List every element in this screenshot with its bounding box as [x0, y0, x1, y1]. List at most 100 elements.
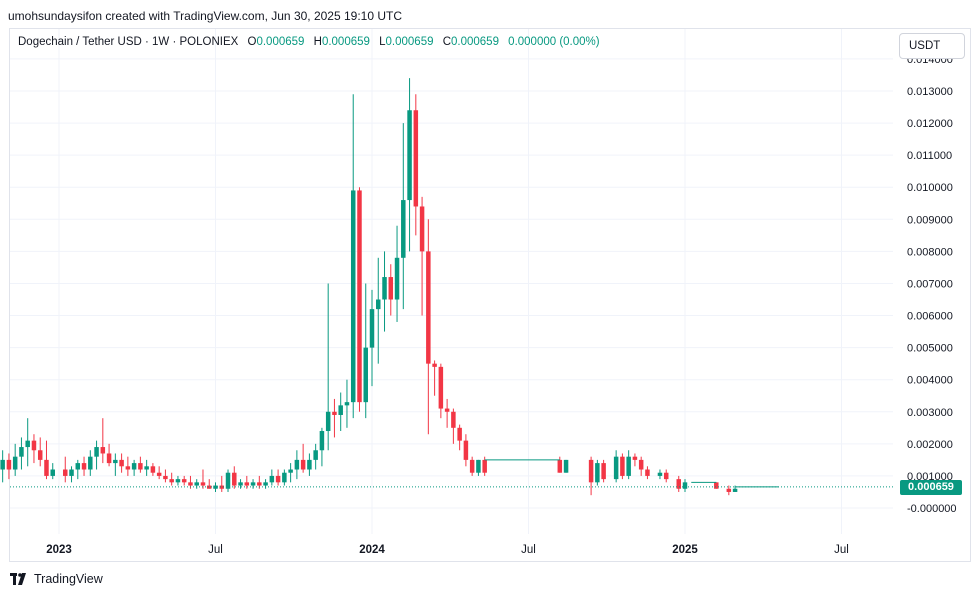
candle-body [363, 347, 368, 403]
candle-body [463, 440, 469, 460]
candle-body [657, 472, 663, 476]
candle-body [388, 277, 394, 300]
candle-body [19, 447, 24, 457]
candle-body [125, 466, 131, 470]
candle-body [332, 411, 337, 415]
candle-body [81, 463, 87, 470]
candle-body [313, 450, 318, 460]
candle-body [601, 463, 606, 480]
candle-body [476, 459, 481, 473]
candle-body [150, 466, 156, 473]
candle-body [206, 485, 212, 489]
y-tick-label: 0.011000 [907, 150, 952, 162]
brand-footer: TradingView [10, 572, 103, 586]
candle-body [250, 482, 256, 486]
y-tick-label: 0.005000 [907, 343, 953, 355]
y-tick-label: 0.006000 [907, 311, 953, 323]
candle-body [563, 459, 569, 473]
candle-body [632, 456, 638, 460]
candle-body [426, 251, 431, 364]
candle-body [376, 299, 381, 310]
candle-body [294, 459, 300, 470]
candle-body [382, 277, 387, 300]
candle-body [557, 459, 563, 473]
candle-body [238, 482, 243, 486]
candle-body [613, 456, 619, 480]
y-axis-labels: -0.000000 0.001000 0.002000 0.003000 0.00400… [907, 54, 957, 515]
candle-body [325, 411, 331, 432]
y-tick-label: 0.001000 [907, 471, 953, 483]
candle-body [369, 309, 375, 348]
close-label: C [442, 36, 451, 48]
candle-body [588, 459, 594, 483]
candle-body [194, 482, 199, 486]
candle-body [257, 482, 262, 486]
y-tick-label: 0.010000 [907, 182, 953, 194]
candle-body [726, 488, 732, 492]
candle-body [676, 479, 681, 489]
y-tick-label: 0.003000 [907, 407, 953, 419]
chart-author-caption: umohsundaysifon created with TradingView… [8, 9, 403, 23]
open-label: O [247, 36, 257, 48]
y-tick-label: 0.012000 [907, 118, 953, 130]
candle-body [119, 459, 124, 467]
candle-body [444, 408, 450, 412]
candle-body [94, 447, 99, 457]
candle-body [225, 472, 231, 489]
candle-body [138, 463, 143, 470]
brand-name: TradingView [34, 572, 103, 586]
candle-body [595, 463, 600, 483]
candle-body [50, 469, 55, 476]
y-tick-label: 0.013000 [907, 86, 953, 98]
candle-body [419, 206, 425, 252]
candle-body [714, 482, 719, 489]
candle-body [438, 366, 444, 409]
candle-body [357, 190, 362, 403]
candles [0, 78, 779, 496]
y-tick-label: -0.000000 [907, 503, 957, 515]
x-tick-label: Jul [521, 544, 536, 556]
candle-body [188, 482, 193, 486]
candle-body [638, 459, 644, 470]
grid [10, 29, 893, 534]
y-tick-label: 0.004000 [907, 375, 953, 387]
candle-body [451, 411, 456, 428]
candle-body [413, 110, 419, 207]
high-label: H [313, 36, 322, 48]
candle-body [269, 475, 275, 483]
y-tick-label: 0.008000 [907, 246, 953, 258]
candle-body [482, 459, 487, 473]
candle-body [44, 459, 49, 476]
candle-body [350, 190, 356, 403]
low-value: 0.000659 [385, 36, 434, 48]
candle-body [106, 453, 112, 464]
candle-body [219, 485, 225, 489]
currency-button[interactable]: USDT [899, 33, 965, 59]
candle-body [6, 459, 12, 470]
candle-body [263, 482, 268, 486]
candle-body [232, 472, 237, 486]
candle-body [457, 427, 462, 441]
candle-body [244, 482, 250, 486]
candle-body [407, 110, 412, 201]
candle-body [200, 482, 206, 486]
candle-body [213, 485, 218, 489]
candle-body [344, 402, 350, 406]
candle-body [175, 479, 181, 483]
candle-body [469, 459, 475, 473]
last-price-tag: 0.000659 [900, 480, 962, 495]
symbol-title: Dogechain / Tether USD · 1W · POLONIEX [18, 36, 239, 48]
y-tick-label: 0.009000 [907, 214, 953, 226]
candle-body [626, 456, 631, 476]
candle-body [300, 459, 306, 470]
x-tick-label: 2025 [672, 544, 698, 556]
candle-body [645, 469, 650, 476]
candle-body [131, 463, 137, 470]
candle-body [307, 459, 312, 470]
candle-body [394, 257, 400, 300]
candle-body [288, 469, 293, 473]
candle-body [319, 431, 325, 451]
candle-body [100, 447, 106, 454]
symbol-legend: Dogechain / Tether USD · 1W · POLONIEX O… [18, 36, 600, 48]
